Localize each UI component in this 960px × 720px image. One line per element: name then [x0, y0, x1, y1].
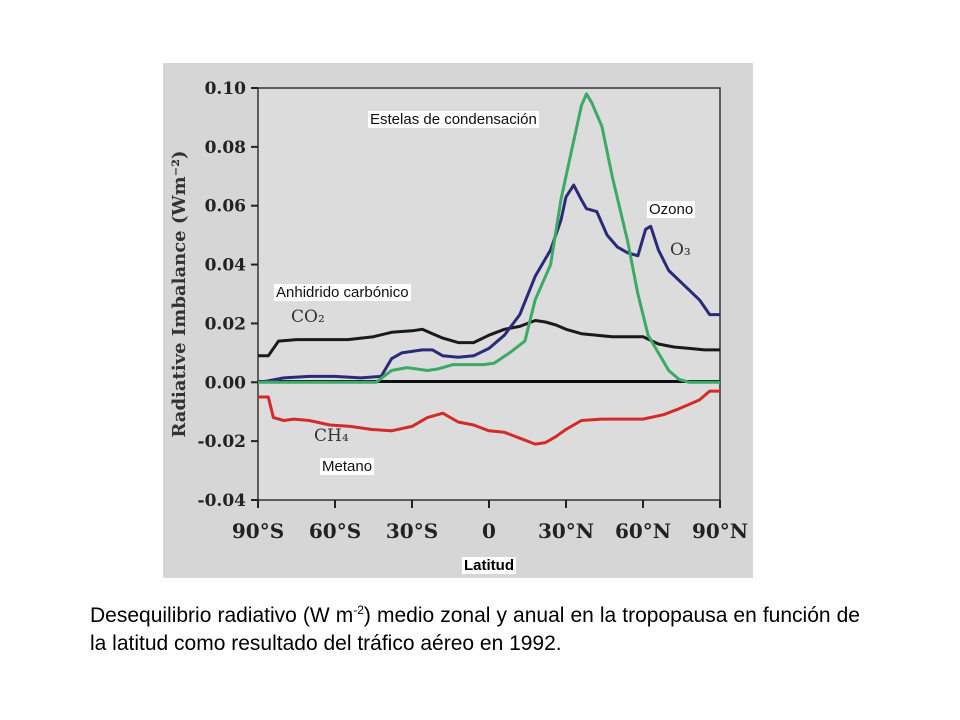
figure-caption: Desequilibrio radiativo (W m-2) medio zo…	[90, 596, 860, 658]
x-axis-label: Latitud	[462, 557, 516, 574]
series-line-contrails	[258, 92, 720, 384]
ozone-label: Ozono	[647, 201, 696, 218]
o3-inline-label: O₃	[670, 240, 691, 260]
series-line-ch4	[258, 389, 720, 446]
co2-inline-label: CO₂	[291, 307, 325, 327]
y-axis-label: Radiative Imbalance (Wm⁻²)	[169, 150, 190, 437]
co2-label: Anhidrido carbónico	[274, 284, 411, 301]
y-tick-label: 0.08	[205, 138, 246, 158]
caption-text-end: ) medio zonal y anual en la tropopausa e…	[90, 604, 860, 655]
y-tick-label: 0.02	[205, 314, 246, 334]
x-axis-ticks: 90°S 60°S 30°S 0 30°N 60°N 90°N	[232, 500, 748, 543]
caption-text-start: Desequilibrio radiativo (W m	[90, 604, 354, 627]
y-tick-label: 0.10	[205, 79, 247, 99]
x-tick-label: 90°S	[232, 519, 284, 543]
y-tick-label: -0.02	[198, 432, 246, 452]
y-axis-ticks: 0.10 0.08 0.06 0.04 0.02 0.00 -0.02 -0.04	[198, 79, 258, 511]
x-tick-label: 30°N	[538, 519, 594, 543]
contrails-label: Estelas de condensación	[368, 111, 539, 128]
methane-label: Metano	[320, 458, 375, 475]
x-tick-label: 30°S	[386, 519, 438, 543]
x-tick-label: 60°N	[615, 519, 671, 543]
caption-superscript: -2	[353, 603, 364, 617]
x-tick-label: 90°N	[692, 519, 748, 543]
series-line-co2	[258, 319, 720, 358]
ch4-inline-label: CH₄	[314, 426, 349, 446]
series-line-o3	[257, 183, 720, 384]
x-tick-label: 0	[482, 519, 496, 543]
y-tick-label: -0.04	[198, 491, 247, 511]
y-tick-label: 0.06	[205, 197, 246, 217]
y-tick-label: 0.04	[205, 256, 247, 276]
x-tick-label: 60°S	[309, 519, 361, 543]
series-layer	[257, 92, 720, 446]
y-tick-label: 0.00	[205, 373, 247, 393]
